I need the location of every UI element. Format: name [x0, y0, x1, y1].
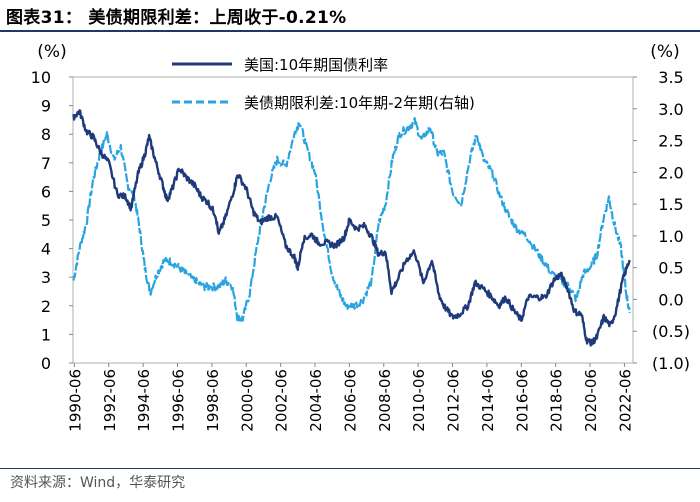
x-tick-label: 2018-06 [548, 369, 566, 432]
x-tick-label: 2014-06 [479, 369, 497, 432]
left-axis-unit: (%) [37, 42, 66, 62]
legend-label-series1: 美国:10年期国债利率 [244, 56, 388, 74]
left-tick-label: 3 [41, 268, 51, 287]
x-tick-label: 2022-06 [616, 369, 634, 432]
x-tick-label: 1994-06 [135, 369, 153, 432]
source-rule [0, 468, 700, 469]
x-tick-label: 2006-06 [341, 369, 359, 432]
series-line-10y-yield [72, 109, 631, 347]
x-tick-label: 2002-06 [273, 369, 291, 432]
source-note: 资料来源：Wind，华泰研究 [10, 475, 186, 491]
right-tick-label: 0.0 [658, 290, 683, 309]
right-tick-label: 2.5 [658, 132, 683, 151]
x-tick-label: 1996-06 [170, 369, 188, 432]
x-tick-label: 2010-06 [410, 369, 428, 432]
left-axis: 0 1 2 3 4 5 6 7 8 9 10 [31, 68, 73, 373]
x-tick-label: 2004-06 [307, 369, 325, 432]
series-line-spread [72, 117, 631, 324]
series-lines [72, 109, 631, 347]
right-tick-label: 0.5 [658, 259, 683, 278]
right-axis: (1.0) (0.5) 0.0 0.5 1.0 1.5 2.0 2.5 3.0 3.5 [633, 68, 690, 373]
left-tick-label: 5 [41, 211, 51, 230]
left-tick-label: 9 [41, 97, 51, 116]
right-tick-label: 2.0 [658, 163, 683, 182]
x-tick-label: 1992-06 [101, 369, 119, 432]
x-tick-label: 2016-06 [513, 369, 531, 432]
x-tick-label: 2012-06 [445, 369, 463, 432]
left-tick-label: 4 [41, 240, 51, 259]
plot-frame [72, 76, 634, 364]
legend-label-series2: 美债期限利差:10年期-2年期(右轴) [244, 94, 475, 112]
x-axis: 1990-06 1992-06 1994-06 1996-06 1998-06 2000-… [66, 363, 634, 432]
left-tick-label: 7 [41, 154, 51, 173]
chart-title: 图表31： 美债期限利差：上周收于-0.21% [6, 8, 347, 28]
x-tick-label: 1998-06 [204, 369, 222, 432]
title-rule [0, 30, 700, 32]
left-tick-label: 8 [41, 125, 51, 144]
left-tick-label: 1 [41, 325, 51, 344]
left-tick-label: 6 [41, 182, 51, 201]
x-tick-label: 2008-06 [376, 369, 394, 432]
x-tick-label: 2020-06 [582, 369, 600, 432]
right-tick-label: 1.0 [658, 227, 683, 246]
right-tick-label: (0.5) [652, 322, 690, 341]
left-tick-label: 2 [41, 297, 51, 316]
left-tick-label: 0 [41, 354, 51, 373]
left-tick-label: 10 [31, 68, 51, 87]
right-tick-label: 1.5 [658, 195, 683, 214]
right-tick-label: (1.0) [652, 354, 690, 373]
right-tick-label: 3.5 [658, 68, 683, 87]
x-tick-label: 1990-06 [66, 369, 84, 432]
x-tick-label: 2000-06 [238, 369, 256, 432]
right-axis-unit: (%) [650, 42, 679, 62]
right-tick-label: 3.0 [658, 100, 683, 119]
legend: 美国:10年期国债利率 美债期限利差:10年期-2年期(右轴) [172, 56, 475, 112]
